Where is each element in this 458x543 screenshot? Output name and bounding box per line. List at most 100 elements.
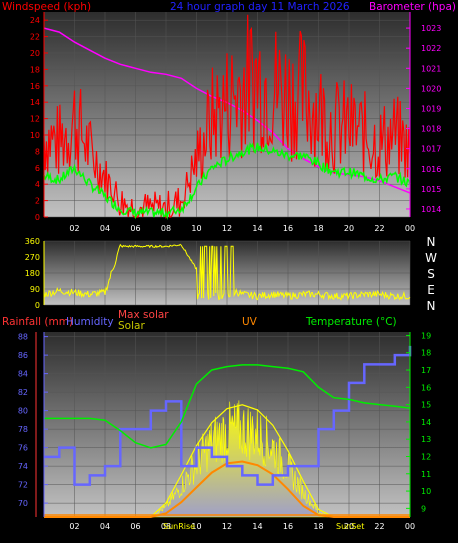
humidity-tick-label: 78 [18,425,28,434]
direction-tick-label: 360 [25,237,40,246]
barometer-tick-label: 1018 [421,125,441,134]
humidity-tick-label: 70 [18,499,28,508]
temperature-tick-label: 12 [421,452,431,461]
barometer-tick-label: 1015 [421,185,441,194]
windspeed-tick-label: 22 [30,33,40,42]
chart-title: 24 hour graph day 11 March 2026 [170,1,350,13]
compass-label: N [427,299,436,313]
x-tick-label: 16 [283,522,293,531]
barometer-tick-label: 1021 [421,64,441,73]
humidity-temp-x-ticks: 02 04 06 08 10 12 14 16 18 20 22 00 [69,522,415,531]
direction-tick-label: 180 [25,269,40,278]
direction-tick-label: 270 [25,253,40,262]
x-tick-label: 00 [405,224,415,233]
temperature-tick-label: 18 [421,349,431,358]
wind-average-series [43,142,411,220]
x-tick-label: 08 [161,224,171,233]
barometer-tick-label: 1023 [421,24,441,33]
humidity-tick-label: 80 [18,407,28,416]
humidity-tick-label: 76 [18,444,28,453]
humidity-label: Humidity [66,316,114,328]
temperature-axis-ticks: 9 10 11 12 13 14 15 16 17 18 19 [406,331,431,513]
sunset-label: SunSet [336,522,364,531]
x-tick-label: 12 [222,522,232,531]
barometer-tick-label: 1019 [421,104,441,113]
temperature-tick-label: 14 [421,418,431,427]
uv-label: UV [242,316,258,328]
compass-label: E [427,283,435,297]
humidity-axis-ticks: 70 72 74 76 78 80 82 84 86 88 [18,333,48,508]
barometer-tick-label: 1017 [421,145,441,154]
x-tick-label: 06 [130,224,140,233]
x-tick-label: 04 [100,224,110,233]
x-tick-label: 10 [191,522,201,531]
windspeed-tick-label: 20 [30,49,40,58]
temperature-tick-label: 13 [421,435,431,444]
humidity-tick-label: 82 [18,388,28,397]
x-tick-label: 20 [344,224,354,233]
barometer-tick-label: 1020 [421,84,441,93]
barometer-axis-ticks: 1014 1015 1016 1017 1018 1019 1020 1021 1022 1023 [406,24,441,214]
x-tick-label: 04 [100,522,110,531]
wind-average-line [43,142,411,220]
x-tick-label: 10 [191,224,201,233]
x-tick-label: 20 [344,522,354,531]
temperature-line [44,364,411,449]
windspeed-tick-label: 6 [35,164,40,173]
windspeed-tick-label: 14 [30,98,40,107]
windspeed-tick-label: 2 [35,197,40,206]
temperature-tick-label: 10 [421,487,431,496]
barometer-tick-label: 1014 [421,205,441,214]
temperature-tick-label: 9 [421,504,426,513]
windspeed-tick-label: 10 [30,131,40,140]
temperature-tick-label: 16 [421,383,431,392]
max-solar-label: Max solar [118,309,169,321]
wind-baro-x-ticks: 02 04 06 08 10 12 14 16 18 20 22 00 [69,224,415,233]
windspeed-tick-label: 8 [35,147,40,156]
x-tick-label: 08 [161,522,171,531]
compass-label: N [427,235,436,249]
humidity-tick-label: 86 [18,351,28,360]
x-tick-label: 02 [69,522,79,531]
temperature-tick-label: 15 [421,401,431,410]
humidity-line [44,345,412,486]
x-tick-label: 02 [69,224,79,233]
temperature-tick-label: 19 [421,331,431,340]
wind-direction-gridlines [44,240,411,306]
windspeed-tick-label: 16 [30,82,40,91]
wind-direction-axis-ticks: 0 90 180 270 360 [25,237,40,310]
humidity-tick-label: 88 [18,333,28,342]
x-tick-label: 12 [222,224,232,233]
humidity-tick-label: 74 [18,462,28,471]
windspeed-tick-label: 0 [35,213,40,222]
humidity-tick-label: 72 [18,481,28,490]
barometer-axis-label: Barometer (hpa) [369,1,456,13]
temperature-label: Temperature (°C) [305,316,397,328]
windspeed-tick-label: 4 [35,180,40,189]
x-tick-label: 22 [374,522,384,531]
x-tick-label: 18 [313,522,323,531]
windspeed-tick-label: 24 [30,16,40,25]
solar-label: Solar [118,320,145,332]
x-tick-label: 14 [252,522,262,531]
rainfall-label: Rainfall (mm) [2,316,73,328]
x-tick-label: 22 [374,224,384,233]
humidity-tick-label: 84 [18,370,28,379]
sunrise-label: SunRise [163,522,195,531]
x-tick-label: 16 [283,224,293,233]
temperature-tick-label: 11 [421,470,431,479]
humidity-series [44,345,412,486]
temperature-tick-label: 17 [421,366,431,375]
direction-tick-label: 0 [35,301,40,310]
barometer-tick-label: 1022 [421,44,441,53]
windspeed-axis-label: Windspeed (kph) [2,1,91,13]
x-tick-label: 18 [313,224,323,233]
windspeed-tick-label: 12 [30,115,40,124]
compass-label: W [425,251,437,265]
windspeed-tick-label: 18 [30,65,40,74]
wind-direction-series [43,243,411,301]
